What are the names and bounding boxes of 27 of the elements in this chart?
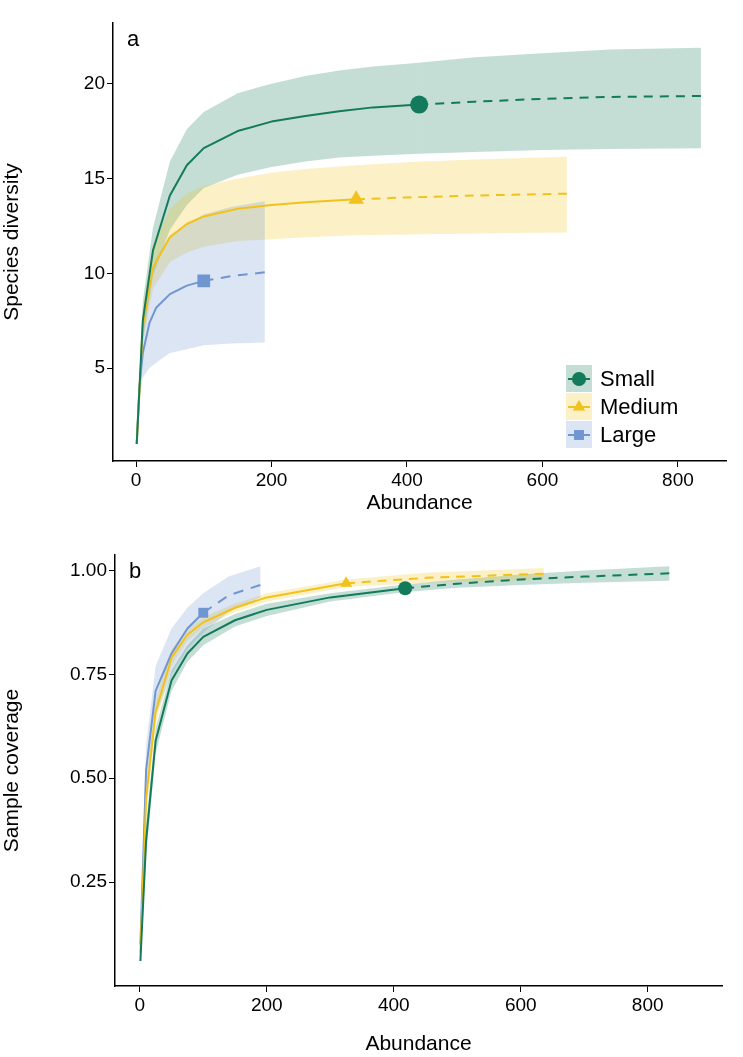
x-tick-label: 600 <box>504 993 537 1015</box>
x-tick-label: 0 <box>130 468 142 490</box>
x-tick-label: 400 <box>377 993 410 1015</box>
y-tick-label: 20 <box>83 71 105 93</box>
y-axis-title: Sample coverage <box>0 688 23 853</box>
y-axis-title: Species diversity <box>0 162 23 321</box>
y-tick-label: 1.00 <box>70 558 107 580</box>
y-tick-label: 0.25 <box>70 870 107 892</box>
x-tick-label: 200 <box>250 993 283 1015</box>
x-tick-label: 0 <box>134 993 146 1015</box>
legend-label: Large <box>600 422 657 448</box>
y-tick-label: 10 <box>83 261 105 283</box>
x-tick-label: 600 <box>526 468 559 490</box>
annotation: a <box>127 26 140 52</box>
x-tick-label: 200 <box>255 468 288 490</box>
annotation: b <box>129 558 142 584</box>
x-tick-label: 400 <box>391 468 423 490</box>
y-tick-label: 0.50 <box>70 766 107 788</box>
y-tick-label: 5 <box>94 356 105 378</box>
y-tick-label: 15 <box>83 166 105 188</box>
x-tick-label: 800 <box>631 993 664 1015</box>
legend-label: Medium <box>600 394 679 420</box>
x-axis-title: Abundance <box>365 1031 472 1055</box>
x-tick-label: 800 <box>662 468 694 490</box>
x-axis-title: Abundance <box>366 490 473 514</box>
y-tick-label: 0.75 <box>70 662 107 684</box>
legend-label: Small <box>600 366 656 392</box>
